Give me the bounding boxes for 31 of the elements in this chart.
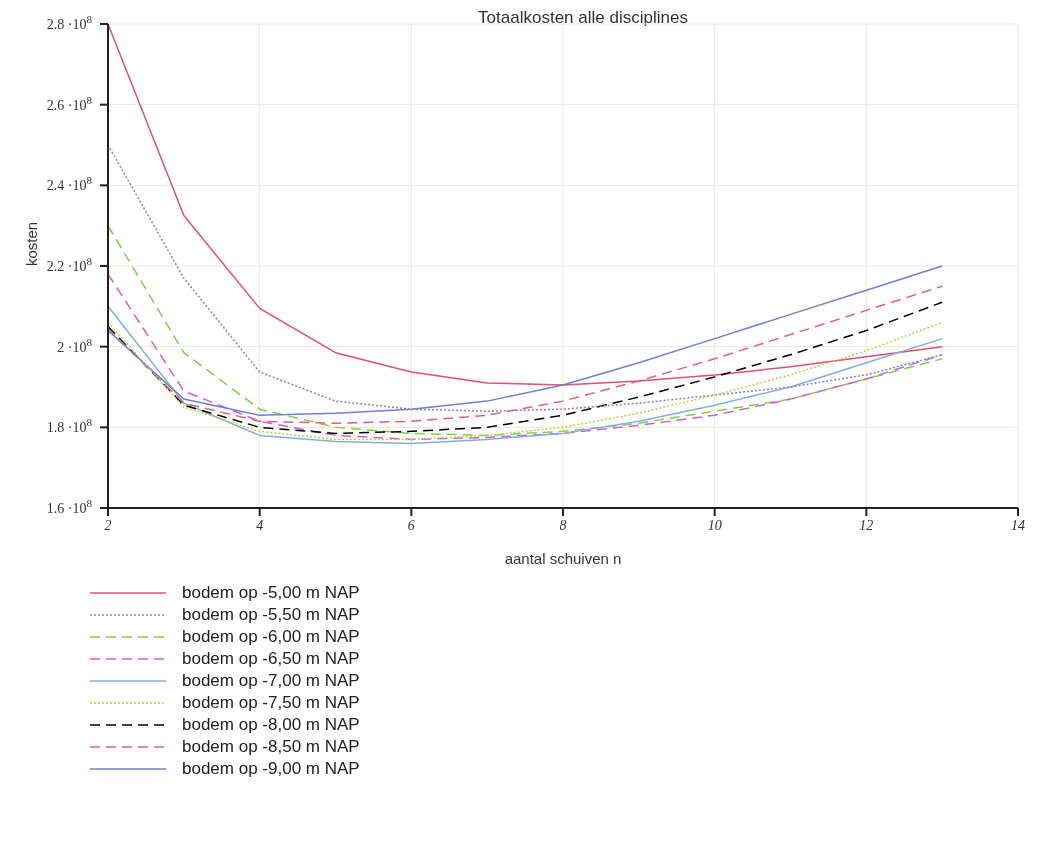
line-series	[108, 24, 943, 386]
y-tick-label: 2.4 ·10$^{8}$	[46, 174, 93, 194]
chart-title: Totaalkosten alle disciplines	[478, 8, 688, 27]
legend-label: bodem op -8,50 m NAP	[182, 737, 360, 757]
x-tick-label: 12	[859, 518, 874, 533]
x-tick-label: 2	[104, 518, 112, 533]
y-tick-label: 2.2 ·10$^{8}$	[46, 255, 93, 274]
y-tick-label: 2.6 ·10$^{8}$	[46, 93, 93, 113]
x-tick-label: 6	[407, 518, 415, 533]
legend-label: bodem op -6,00 m NAP	[182, 627, 360, 647]
line-series	[108, 265, 943, 416]
y-tick-label: 2 ·10$^{8}$	[57, 335, 93, 355]
y-axis-title: kosten	[23, 221, 41, 266]
y-tick-label: 1.6 ·10$^{8}$	[46, 497, 93, 516]
legend-label: bodem op -5,50 m NAP	[182, 605, 360, 625]
legend-label: bodem op -7,00 m NAP	[182, 671, 360, 691]
y-tick-label: 1.8 ·10$^{8}$	[46, 416, 93, 436]
x-axis-title: aantal schuiven n	[504, 550, 622, 567]
line-series	[108, 273, 943, 441]
legend-label: bodem op -5,00 m NAP	[182, 583, 360, 603]
legend-label: bodem op -7,50 m NAP	[182, 693, 360, 713]
line-series	[108, 224, 943, 437]
line-series	[108, 285, 943, 425]
x-tick-label: 10	[707, 518, 722, 533]
legend-label: bodem op -9,00 m NAP	[182, 759, 360, 779]
legend-label: bodem op -6,50 m NAP	[182, 649, 360, 669]
x-tick-label: 14	[1011, 518, 1025, 533]
x-tick-label: 4	[256, 518, 264, 533]
x-tick-label: 8	[559, 518, 567, 533]
y-tick-label: 2.8 ·10$^{8}$	[46, 13, 93, 32]
legend-label: bodem op -8,00 m NAP	[182, 715, 360, 735]
